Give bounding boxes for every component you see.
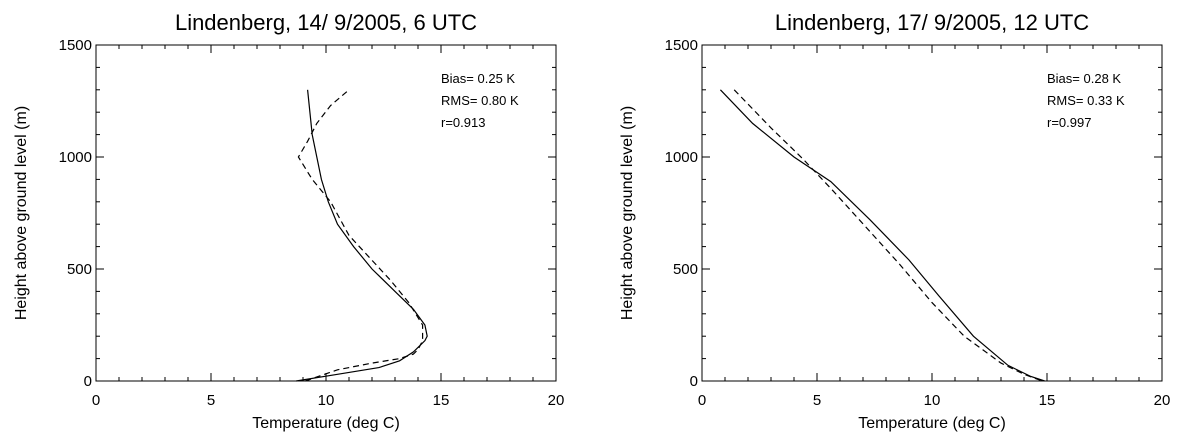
- series-group: [719, 89, 1045, 382]
- y-axis-label: Height above ground level (m): [13, 106, 30, 320]
- x-axis-label: Temperature (deg C): [252, 415, 400, 432]
- series-line-solid: [719, 89, 1045, 382]
- chart-panel-left: Lindenberg, 14/ 9/2005, 6 UTC Temperatur…: [13, 10, 564, 432]
- y-tick-label: 1000: [59, 149, 92, 166]
- series-line-solid: [296, 89, 428, 382]
- y-ticks: 0 500 1000 1500: [59, 37, 556, 390]
- x-tick-label: 5: [813, 392, 821, 409]
- stat-bias: Bias= 0.28 K: [1047, 71, 1121, 86]
- chart-panel-right: Lindenberg, 17/ 9/2005, 12 UTC Temperatu…: [619, 10, 1170, 432]
- x-axis-label: Temperature (deg C): [858, 415, 1006, 432]
- x-tick-label: 15: [433, 392, 450, 409]
- y-tick-label: 0: [84, 373, 92, 390]
- stat-bias: Bias= 0.25 K: [441, 71, 515, 86]
- stat-rms: RMS= 0.33 K: [1047, 93, 1125, 108]
- y-tick-label: 0: [690, 373, 698, 390]
- stat-rms: RMS= 0.80 K: [441, 93, 519, 108]
- x-tick-label: 10: [924, 392, 941, 409]
- x-tick-label: 15: [1039, 392, 1056, 409]
- series-group: [296, 89, 428, 382]
- y-axis-label: Height above ground level (m): [619, 106, 636, 320]
- x-tick-label: 0: [698, 392, 706, 409]
- series-line-dashed: [733, 89, 1043, 382]
- x-ticks: 0 5 10 15 20: [92, 45, 565, 409]
- x-tick-label: 10: [318, 392, 335, 409]
- y-tick-label: 1500: [665, 37, 698, 54]
- x-tick-label: 20: [548, 392, 565, 409]
- x-tick-label: 0: [92, 392, 100, 409]
- stats-box: Bias= 0.25 K RMS= 0.80 K r=0.913: [441, 71, 519, 130]
- y-tick-label: 1500: [59, 37, 92, 54]
- y-tick-label: 1000: [665, 149, 698, 166]
- y-tick-label: 500: [673, 261, 698, 278]
- chart-title: Lindenberg, 14/ 9/2005, 6 UTC: [175, 10, 477, 35]
- stats-box: Bias= 0.28 K RMS= 0.33 K r=0.997: [1047, 71, 1125, 130]
- x-tick-label: 20: [1154, 392, 1171, 409]
- y-ticks: 0 500 1000 1500: [665, 37, 1162, 390]
- x-ticks: 0 5 10 15 20: [698, 45, 1171, 409]
- y-tick-label: 500: [67, 261, 92, 278]
- series-line-dashed: [297, 89, 424, 382]
- chart-title: Lindenberg, 17/ 9/2005, 12 UTC: [775, 10, 1089, 35]
- stat-r: r=0.913: [441, 115, 485, 130]
- x-tick-label: 5: [207, 392, 215, 409]
- stat-r: r=0.997: [1047, 115, 1091, 130]
